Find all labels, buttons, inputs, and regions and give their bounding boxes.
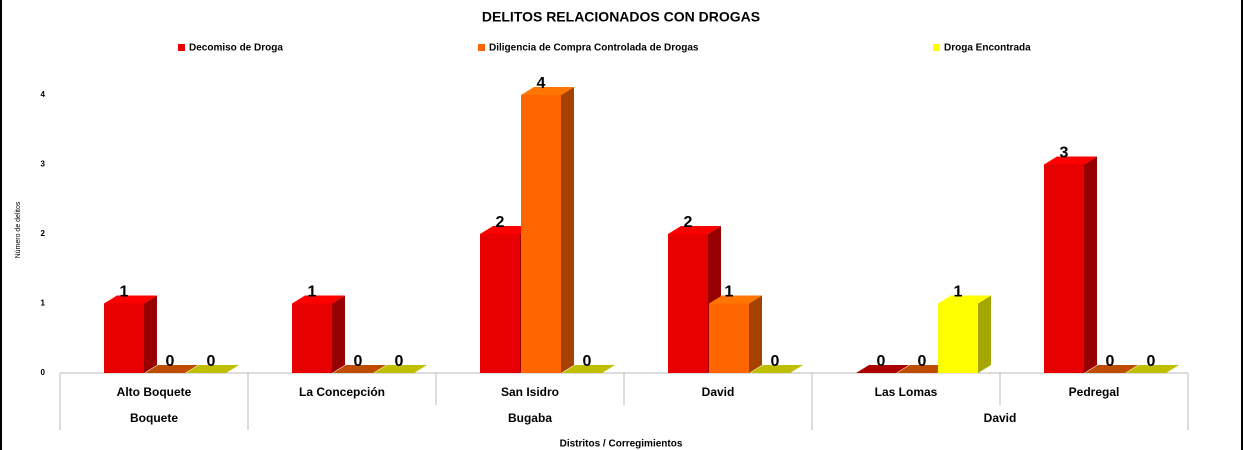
data-label: 2: [496, 214, 505, 231]
bar: [668, 234, 708, 373]
group-label: David: [984, 411, 1017, 425]
y-tick-label: 1: [41, 299, 46, 308]
data-label: 0: [354, 353, 363, 370]
bar-side: [1084, 156, 1097, 373]
x-tick-label: San Isidro: [501, 385, 559, 399]
bar-top: [480, 226, 533, 234]
legend-label: Decomiso de Droga: [189, 43, 283, 54]
bar-top: [1126, 365, 1179, 373]
legend-swatch: [178, 44, 185, 51]
bar: [521, 95, 561, 373]
bar-top: [333, 365, 386, 373]
data-label: 0: [1147, 353, 1156, 370]
data-label: 0: [771, 353, 780, 370]
data-label: 3: [1060, 145, 1069, 162]
bar-top: [668, 226, 721, 234]
bar-top: [1085, 365, 1138, 373]
bar-top: [897, 365, 950, 373]
legend-label: Diligencia de Compra Controlada de Droga…: [489, 43, 699, 54]
data-label: 4: [537, 75, 546, 92]
bar-top: [374, 365, 427, 373]
bar-top: [562, 365, 615, 373]
bar-side: [332, 295, 345, 373]
data-label: 1: [308, 284, 317, 301]
group-label: Boquete: [130, 411, 178, 425]
bar-top: [292, 295, 345, 304]
x-tick-label: Alto Boquete: [117, 385, 192, 399]
bar-top: [521, 87, 574, 95]
y-tick-label: 2: [41, 229, 46, 238]
y-tick-label: 4: [41, 90, 46, 99]
bar-side: [749, 295, 762, 373]
data-label: 0: [166, 353, 175, 370]
x-tick-label: Pedregal: [1069, 385, 1120, 399]
data-label: 0: [583, 353, 592, 370]
data-label: 0: [1106, 353, 1115, 370]
legend-label: Droga Encontrada: [944, 43, 1031, 54]
data-label: 0: [877, 353, 886, 370]
bar: [104, 303, 144, 373]
data-label: 1: [120, 284, 129, 301]
bar-top: [709, 295, 762, 304]
y-tick-label: 3: [41, 160, 46, 169]
bar-top: [104, 295, 157, 304]
bar-top: [1044, 156, 1097, 165]
bar-top: [145, 365, 198, 373]
bar-side: [978, 295, 991, 373]
bar-side: [561, 87, 574, 373]
y-tick-label: 0: [41, 368, 46, 377]
bar-top: [938, 295, 991, 304]
legend-swatch: [478, 44, 485, 51]
x-tick-label: Las Lomas: [875, 385, 938, 399]
bar: [709, 303, 749, 373]
data-label: 1: [954, 284, 963, 301]
bar: [1044, 164, 1084, 373]
data-label: 0: [918, 353, 927, 370]
bar-top: [856, 365, 909, 373]
x-tick-label: David: [702, 385, 735, 399]
data-label: 0: [395, 353, 404, 370]
y-axis-label: Número de delitos: [15, 201, 22, 258]
legend-swatch: [933, 44, 940, 51]
data-label: 2: [684, 214, 693, 231]
x-axis-label: Distritos / Corregimientos: [560, 439, 683, 450]
bar-top: [750, 365, 803, 373]
group-label: Bugaba: [508, 411, 552, 425]
bar-side: [144, 295, 157, 373]
bar-top: [186, 365, 239, 373]
data-label: 0: [207, 353, 216, 370]
chart-title: DELITOS RELACIONADOS CON DROGAS: [482, 9, 760, 25]
data-label: 1: [725, 284, 734, 301]
bar: [292, 303, 332, 373]
bar: [480, 234, 520, 373]
bar: [938, 303, 978, 373]
x-tick-label: La Concepción: [299, 385, 385, 399]
